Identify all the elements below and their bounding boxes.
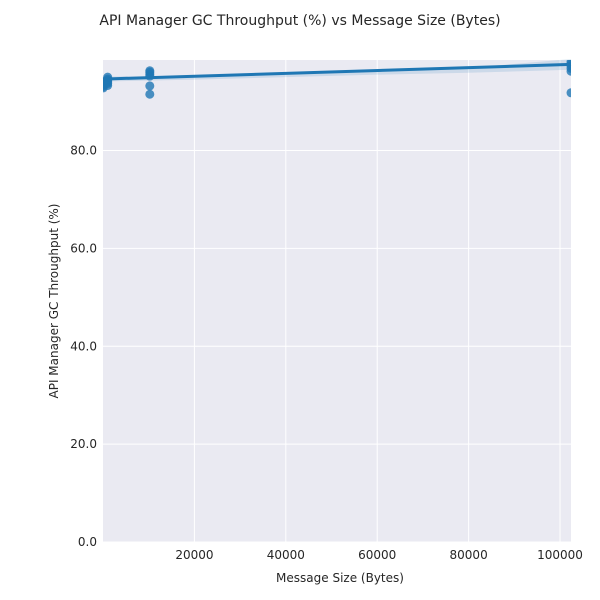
tick-labels: 20000 40000 60000 80000 100000 0.0 20.0 40.0 60.…: [70, 144, 583, 562]
x-tick-label: 100000: [537, 548, 583, 562]
x-axis-label: Message Size (Bytes): [276, 571, 404, 585]
data-point: [145, 66, 155, 76]
data-point: [566, 88, 571, 98]
x-tick-label: 60000: [358, 548, 396, 562]
y-tick-label: 80.0: [70, 144, 97, 158]
data-point: [145, 89, 155, 99]
y-tick-label: 0.0: [78, 535, 97, 549]
y-tick-label: 20.0: [70, 437, 97, 451]
y-tick-label: 40.0: [70, 339, 97, 353]
fit-line-layer: [102, 62, 572, 81]
data-point: [145, 81, 155, 91]
x-tick-label: 20000: [175, 548, 213, 562]
grid-lines: [103, 60, 571, 543]
y-tick-label: 60.0: [70, 241, 97, 255]
y-axis-label: API Manager GC Throughput (%): [47, 204, 61, 399]
plot-area: [103, 60, 571, 542]
x-tick-label: 80000: [450, 548, 488, 562]
x-tick-label: 40000: [267, 548, 305, 562]
chart-title: API Manager GC Throughput (%) vs Message…: [99, 13, 500, 29]
regression-line: [102, 62, 572, 81]
